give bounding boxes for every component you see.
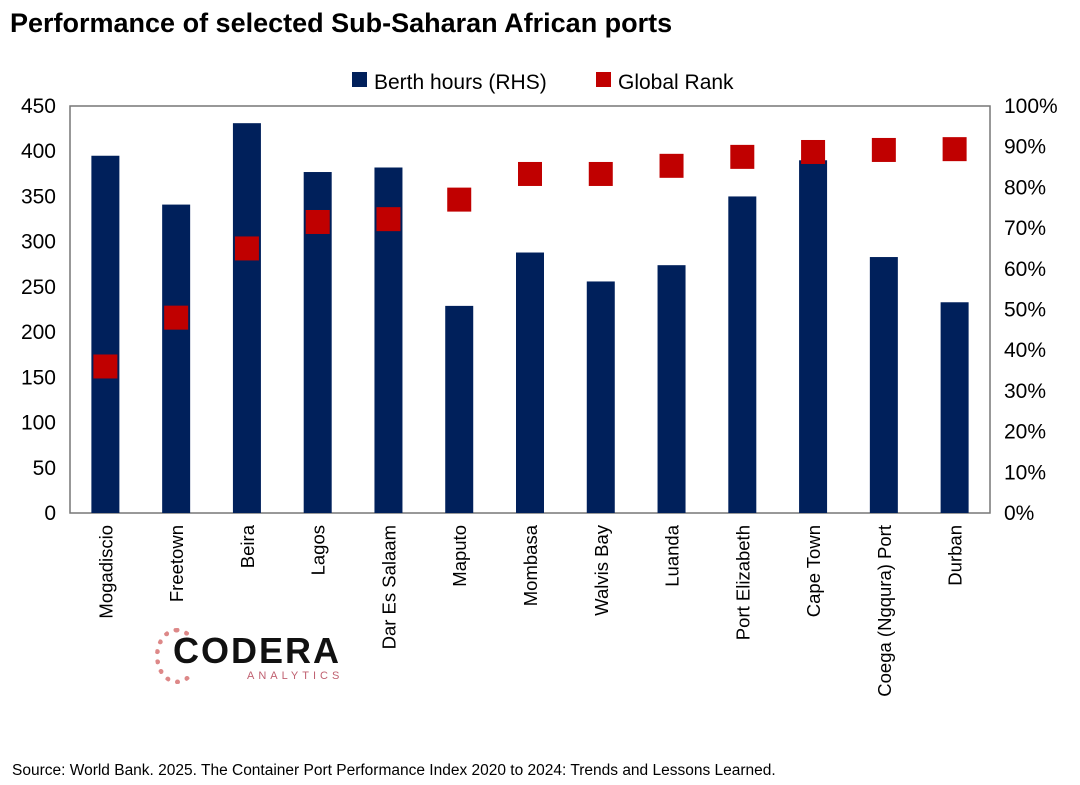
- left-tick-label: 250: [21, 276, 56, 299]
- rank-marker: [234, 236, 259, 261]
- category-label: Lagos: [308, 525, 329, 575]
- rank-marker: [588, 161, 613, 186]
- legend-marker-label: Global Rank: [618, 71, 734, 94]
- bar-freetown: [162, 204, 191, 513]
- right-tick-label: 80%: [1004, 176, 1046, 199]
- chart-title: Performance of selected Sub-Saharan Afri…: [10, 8, 673, 38]
- category-label: Walvis Bay: [591, 524, 612, 616]
- right-tick-label: 0%: [1004, 502, 1034, 525]
- category-label: Freetown: [166, 525, 187, 602]
- bar-mombasa: [516, 252, 544, 513]
- category-label: Dar Es Salaam: [378, 525, 399, 649]
- rank-marker: [164, 305, 189, 330]
- logo-word: CODERA: [173, 630, 342, 671]
- category-label: Port Elizabeth: [732, 525, 753, 640]
- category-label: Beira: [237, 524, 258, 568]
- legend-marker-swatch: [596, 72, 611, 87]
- bar-maputo: [445, 305, 474, 513]
- bar-walvis-bay: [586, 281, 615, 513]
- source-note: Source: World Bank. 2025. The Container …: [12, 762, 776, 779]
- right-tick-label: 20%: [1004, 421, 1046, 444]
- right-tick-label: 100%: [1004, 95, 1058, 118]
- category-label: Mogadiscio: [95, 525, 116, 619]
- right-tick-label: 90%: [1004, 136, 1046, 159]
- left-tick-label: 400: [21, 140, 56, 163]
- rank-marker: [801, 139, 826, 164]
- bar-durban: [940, 302, 969, 513]
- rank-marker: [942, 137, 967, 162]
- left-tick-label: 300: [21, 231, 56, 254]
- legend-bar-swatch: [352, 72, 367, 87]
- right-tick-label: 60%: [1004, 258, 1046, 281]
- codera-logo: CODERA ANALYTICS: [155, 624, 355, 688]
- left-tick-label: 100: [21, 412, 56, 435]
- rank-marker: [730, 144, 755, 169]
- category-label: Cape Town: [803, 525, 824, 617]
- category-label: Maputo: [449, 525, 470, 587]
- rank-marker: [447, 187, 472, 212]
- bar-mogadiscio: [91, 155, 120, 513]
- right-tick-label: 40%: [1004, 339, 1046, 362]
- left-tick-label: 350: [21, 185, 56, 208]
- right-tick-label: 50%: [1004, 299, 1046, 322]
- right-tick-label: 10%: [1004, 461, 1046, 484]
- rank-marker: [871, 137, 896, 162]
- rank-marker: [376, 207, 401, 232]
- bar-port-elizabeth: [728, 196, 757, 513]
- left-tick-label: 150: [21, 366, 56, 389]
- left-tick-label: 0: [44, 502, 56, 525]
- rank-marker: [93, 354, 118, 379]
- rank-marker: [659, 153, 684, 178]
- rank-marker: [518, 161, 542, 186]
- bar-coega-ngqura-port: [869, 257, 898, 513]
- logo-sub: ANALYTICS: [247, 670, 344, 682]
- left-tick-label: 200: [21, 321, 56, 344]
- category-label: Mombasa: [520, 524, 541, 606]
- right-tick-label: 70%: [1004, 217, 1046, 240]
- category-label: Durban: [945, 525, 966, 586]
- legend-bar-label: Berth hours (RHS): [374, 71, 547, 94]
- left-tick-label: 450: [21, 95, 56, 118]
- category-label: Coega (Ngqura) Port: [874, 525, 895, 697]
- rank-marker: [305, 209, 330, 234]
- category-label: Luanda: [662, 524, 683, 586]
- bar-cape-town: [799, 160, 828, 513]
- bar-luanda: [657, 265, 686, 513]
- left-tick-label: 50: [33, 457, 56, 480]
- right-tick-label: 30%: [1004, 380, 1046, 403]
- logo-arc-icon: [155, 628, 199, 684]
- bar-beira: [232, 123, 261, 513]
